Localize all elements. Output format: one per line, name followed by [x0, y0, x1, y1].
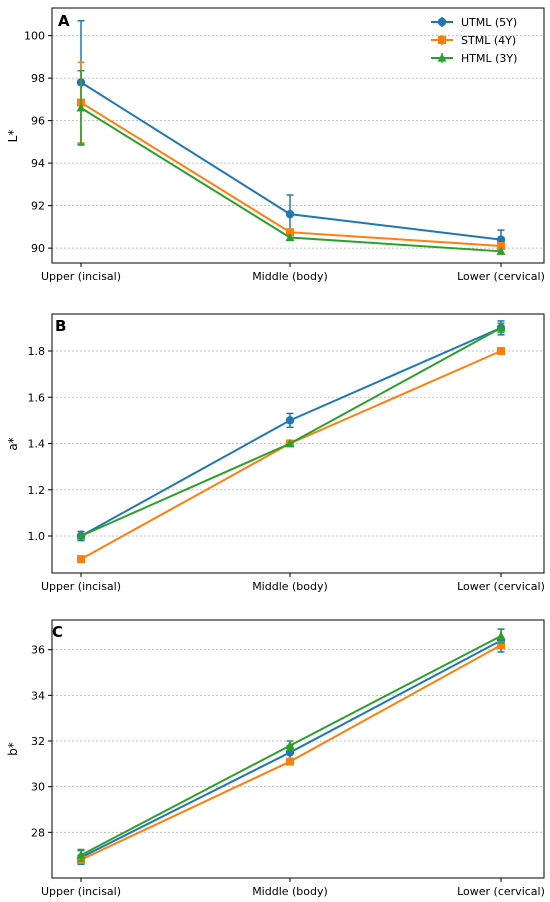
- data-point: [285, 438, 295, 448]
- plot-frame-c: [51, 619, 545, 879]
- x-tick-label-a: Lower (cervical): [457, 270, 545, 283]
- series-line: [80, 350, 502, 561]
- data-point: [286, 228, 294, 237]
- series-line: [80, 101, 502, 247]
- series-a-0: [76, 20, 506, 250]
- y-tick-label-a: 92: [31, 200, 45, 213]
- series-line: [80, 326, 502, 537]
- x-tick-label-b: Lower (cervical): [457, 580, 545, 593]
- legend-label: HTML (3Y): [461, 52, 517, 65]
- x-tick-label-c: Middle (body): [252, 885, 328, 898]
- legend-label: STML (4Y): [461, 34, 516, 47]
- series-b-1: [77, 347, 505, 564]
- panel-b: B a* 1.0 1.2 1.4 1.6 1.8 Upper (incisal) Middl…: [6, 313, 545, 593]
- y-tick-label-b: 1.4: [28, 438, 46, 451]
- y-axis-label-b: a*: [6, 437, 20, 450]
- y-tick-label-b: 1.8: [28, 345, 46, 358]
- data-point: [76, 531, 86, 540]
- data-point: [286, 757, 294, 766]
- series-line: [80, 326, 502, 537]
- y-tick-label-a: 94: [31, 157, 45, 170]
- x-tick-label-a: Upper (incisal): [41, 270, 121, 283]
- legend-item: HTML (3Y): [431, 52, 517, 65]
- data-point: [285, 740, 295, 750]
- y-tick-label-a: 90: [31, 242, 45, 255]
- x-tick-label-b: Upper (incisal): [41, 580, 121, 593]
- data-point: [285, 209, 295, 219]
- series-c-2: [76, 628, 506, 862]
- legend-marker: [437, 17, 447, 27]
- data-point: [496, 631, 506, 640]
- plot-frame-a: [51, 7, 545, 264]
- legend-label: UTML (5Y): [461, 16, 517, 29]
- data-point: [497, 347, 505, 355]
- data-point: [496, 323, 506, 332]
- legend: UTML (5Y) STML (4Y) HTML (3Y): [431, 16, 517, 65]
- x-tick-label-b: Middle (body): [252, 580, 328, 593]
- y-tick-label-a: 100: [24, 30, 45, 43]
- data-point: [285, 416, 295, 425]
- series-a-1: [77, 61, 505, 250]
- data-point: [285, 232, 295, 242]
- x-tick-label-a: Middle (body): [252, 270, 328, 283]
- data-point: [497, 242, 505, 250]
- x-tick-label-c: Lower (cervical): [457, 885, 545, 898]
- legend-marker: [437, 53, 447, 62]
- data-point: [496, 235, 506, 244]
- y-tick-label-c: 30: [31, 781, 45, 794]
- y-tick-label-a: 96: [31, 115, 45, 128]
- y-tick-label-a: 98: [31, 72, 45, 85]
- y-tick-label-b: 1.2: [28, 484, 46, 497]
- series-b-0: [76, 320, 506, 542]
- series-a-2: [76, 69, 506, 255]
- y-tick-label-b: 1.6: [28, 391, 46, 404]
- y-tick-label-c: 32: [31, 735, 45, 748]
- data-point: [76, 103, 86, 112]
- data-point: [497, 641, 505, 650]
- panel-label-b: B: [55, 317, 66, 335]
- panel-label-c: C: [52, 623, 63, 641]
- y-tick-label-c: 28: [31, 826, 45, 839]
- data-point: [496, 246, 506, 255]
- y-tick-label-b: 1.0: [28, 530, 46, 543]
- x-tick-label-c: Upper (incisal): [41, 885, 121, 898]
- series-b-2: [76, 322, 506, 540]
- y-tick-label-c: 36: [31, 644, 45, 657]
- panel-label-a: A: [58, 12, 70, 30]
- y-axis-label-a: L*: [6, 130, 20, 143]
- data-point: [76, 850, 86, 859]
- panel-a: A L* 90 92 94 96 98 100 Upper (incisal) Middle …: [6, 7, 545, 283]
- legend-item: STML (4Y): [431, 34, 516, 47]
- y-tick-label-c: 34: [31, 689, 45, 702]
- data-point: [77, 555, 85, 564]
- legend-marker: [438, 36, 446, 44]
- legend-item: UTML (5Y): [431, 16, 517, 29]
- panel-c: C b* 28 30 32 34 36 Upper (incisal) Middle (bo…: [6, 619, 545, 898]
- y-axis-label-c: b*: [6, 742, 20, 756]
